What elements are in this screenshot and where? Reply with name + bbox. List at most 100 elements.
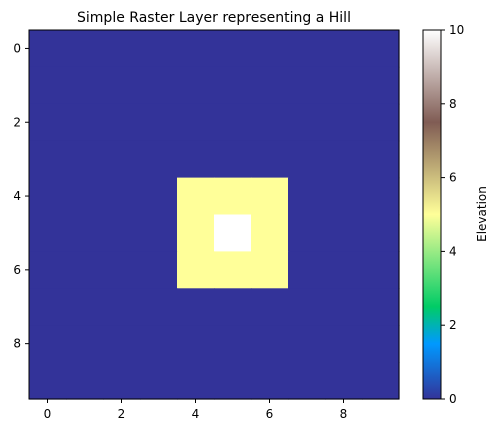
heatmap-cell-r7-c4 [177, 288, 215, 326]
heatmap-cell-r7-c0 [29, 288, 67, 326]
heatmap-cell-r2-c1 [66, 103, 104, 142]
heatmap-cell-r9-c7 [288, 362, 326, 400]
heatmap-cell-r8-c4 [177, 325, 215, 363]
x-tick-label-2: 2 [118, 407, 126, 421]
heatmap-cell-r4-c8 [325, 177, 363, 216]
heatmap-cell-r4-c7 [288, 177, 326, 216]
heatmap-cell-r0-c2 [103, 30, 141, 68]
heatmap-cell-r0-c3 [140, 30, 178, 68]
colorbar [422, 29, 442, 400]
heatmap-cell-r1-c4 [177, 66, 215, 105]
heatmap-cell-r9-c1 [66, 362, 104, 400]
heatmap-cell-r3-c9 [362, 140, 400, 179]
x-axis: 0 2 4 6 8 [44, 399, 348, 421]
heatmap-cell-r1-c9 [362, 66, 400, 105]
heatmap-cell-r2-c0 [29, 103, 67, 142]
heatmap-cell-r3-c8 [325, 140, 363, 179]
heatmap-cell-r5-c9 [362, 214, 400, 252]
heatmap-cell-r7-c7 [288, 288, 326, 326]
heatmap-cell-r2-c7 [288, 103, 326, 142]
heatmap-cell-r1-c1 [66, 66, 104, 105]
heatmap-cell-r0-c1 [66, 30, 104, 68]
heatmap-cell-r3-c1 [66, 140, 104, 179]
heatmap-cell-r7-c5 [214, 288, 252, 326]
heatmap-cell-r8-c0 [29, 325, 67, 363]
heatmap-cell-r4-c0 [29, 177, 67, 216]
heatmap-cell-r4-c9 [362, 177, 400, 216]
colorbar-tick-label-0: 0 [449, 392, 457, 406]
heatmap-cells [29, 30, 400, 400]
heatmap-cell-r6-c6 [251, 251, 289, 289]
colorbar-tick-label-6: 6 [449, 171, 457, 185]
heatmap-cell-r7-c1 [66, 288, 104, 326]
colorbar-tick-label-8: 8 [449, 97, 457, 111]
chart-title: Simple Raster Layer representing a Hill [77, 10, 351, 26]
heatmap-cell-r0-c7 [288, 30, 326, 68]
heatmap-cell-r1-c5 [214, 66, 252, 105]
heatmap-cell-r4-c2 [103, 177, 141, 216]
heatmap-cell-r0-c6 [251, 30, 289, 68]
colorbar-tick-label-4: 4 [449, 244, 457, 258]
colorbar-tick-label-10: 10 [449, 23, 464, 37]
heatmap-cell-r8-c2 [103, 325, 141, 363]
heatmap-cell-r2-c6 [251, 103, 289, 142]
heatmap-cell-r0-c0 [29, 30, 67, 68]
x-tick-label-8: 8 [340, 407, 348, 421]
heatmap-cell-r9-c3 [140, 362, 178, 400]
heatmap-cell-r0-c8 [325, 30, 363, 68]
y-tick-label-6: 6 [13, 263, 21, 277]
heatmap-cell-r2-c5 [214, 103, 252, 142]
heatmap-cell-r6-c4 [177, 251, 215, 289]
colorbar-axis: 0 2 4 6 8 10 [441, 23, 464, 406]
heatmap-cell-r4-c5 [214, 177, 252, 216]
heatmap-cell-r3-c6 [251, 140, 289, 179]
heatmap-cell-r4-c6 [251, 177, 289, 216]
heatmap-cell-r2-c2 [103, 103, 141, 142]
heatmap-cell-r7-c6 [251, 288, 289, 326]
heatmap-cell-r2-c9 [362, 103, 400, 142]
heatmap-cell-r7-c3 [140, 288, 178, 326]
heatmap-cell-r6-c0 [29, 251, 67, 289]
heatmap-cell-r7-c2 [103, 288, 141, 326]
heatmap-cell-r9-c2 [103, 362, 141, 400]
y-tick-label-4: 4 [13, 189, 21, 203]
plot-frame [28, 29, 400, 400]
heatmap-cell-r3-c0 [29, 140, 67, 179]
heatmap-cell-r5-c2 [103, 214, 141, 252]
x-tick-label-6: 6 [266, 407, 274, 421]
heatmap-cell-r7-c9 [362, 288, 400, 326]
heatmap-cell-r6-c9 [362, 251, 400, 289]
heatmap-cell-r5-c3 [140, 214, 178, 252]
heatmap-cell-r3-c5 [214, 140, 252, 179]
heatmap-cell-r1-c7 [288, 66, 326, 105]
heatmap-cell-r8-c8 [325, 325, 363, 363]
heatmap-cell-r9-c9 [362, 362, 400, 400]
heatmap-cell-r7-c8 [325, 288, 363, 326]
heatmap-cell-r6-c2 [103, 251, 141, 289]
heatmap-cell-r2-c4 [177, 103, 215, 142]
heatmap-cell-r4-c3 [140, 177, 178, 216]
heatmap-cell-r3-c3 [140, 140, 178, 179]
colorbar-tick-label-2: 2 [449, 318, 457, 332]
heatmap-cell-r5-c4 [177, 214, 215, 252]
heatmap-cell-r9-c5 [214, 362, 252, 400]
heatmap-cell-r8-c9 [362, 325, 400, 363]
heatmap-cell-r0-c5 [214, 30, 252, 68]
heatmap-cell-r5-c0 [29, 214, 67, 252]
colorbar-label: Elevation [475, 186, 489, 242]
heatmap-cell-r5-c8 [325, 214, 363, 252]
heatmap-cell-r6-c1 [66, 251, 104, 289]
heatmap-cell-r1-c0 [29, 66, 67, 105]
heatmap-cell-r2-c8 [325, 103, 363, 142]
x-tick-label-0: 0 [44, 407, 52, 421]
heatmap-cell-r0-c4 [177, 30, 215, 68]
y-axis: 0 2 4 6 8 [13, 41, 29, 351]
heatmap-cell-r0-c9 [362, 30, 400, 68]
heatmap-cell-r5-c7 [288, 214, 326, 252]
heatmap-cell-r8-c3 [140, 325, 178, 363]
heatmap-cell-r6-c7 [288, 251, 326, 289]
heatmap-cell-r8-c7 [288, 325, 326, 363]
heatmap-cell-r9-c0 [29, 362, 67, 400]
heatmap-cell-r3-c7 [288, 140, 326, 179]
